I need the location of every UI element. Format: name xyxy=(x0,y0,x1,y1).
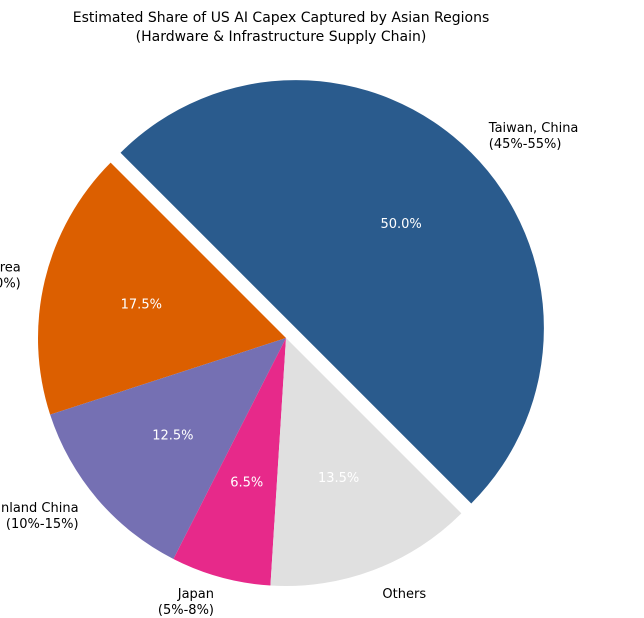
category-name: Taiwan, China xyxy=(488,121,579,136)
pie-category-label-japan: Japan (5%-8%) xyxy=(158,587,214,618)
category-range: (10%-15%) xyxy=(6,517,79,532)
category-name: Mainland China xyxy=(0,501,79,516)
category-range: (15%-20%) xyxy=(0,276,21,291)
pie-category-label-taiwan-china: Taiwan, China (45%-55%) xyxy=(488,121,579,152)
pie-category-label-south-korea: South Korea(15%-20%) xyxy=(0,260,21,291)
category-range: (45%-55%) xyxy=(489,137,562,152)
pie-slice-south-korea xyxy=(38,162,286,415)
pie-percent-label-taiwan-china: 50.0% xyxy=(380,217,421,232)
pie-category-label-mainland-china: Mainland China(10%-15%) xyxy=(0,501,79,532)
chart-subtitle: (Hardware & Infrastructure Supply Chain) xyxy=(136,29,427,45)
chart-title: Estimated Share of US AI Capex Captured … xyxy=(73,10,490,26)
pie-slices xyxy=(38,80,544,586)
pie-slice-others xyxy=(270,338,462,586)
category-range: (5%-8%) xyxy=(158,603,214,618)
category-name: Japan xyxy=(177,587,214,602)
pie-percent-label-south-korea: 17.5% xyxy=(121,297,162,312)
category-name: Others xyxy=(382,587,426,602)
pie-percent-label-mainland-china: 12.5% xyxy=(152,429,193,444)
pie-percent-label-others: 13.5% xyxy=(318,471,359,486)
pie-percent-label-japan: 6.5% xyxy=(230,476,263,491)
category-name: South Korea xyxy=(0,260,21,275)
pie-category-label-others: Others xyxy=(382,587,426,602)
pie-slice-taiwan-china xyxy=(120,80,544,504)
pie-slice-japan xyxy=(173,338,286,586)
pie-labels: 50.0% Taiwan, China(45%-55%) 17.5% South Ko… xyxy=(0,121,578,618)
pie-slice-mainland-china xyxy=(50,338,286,559)
